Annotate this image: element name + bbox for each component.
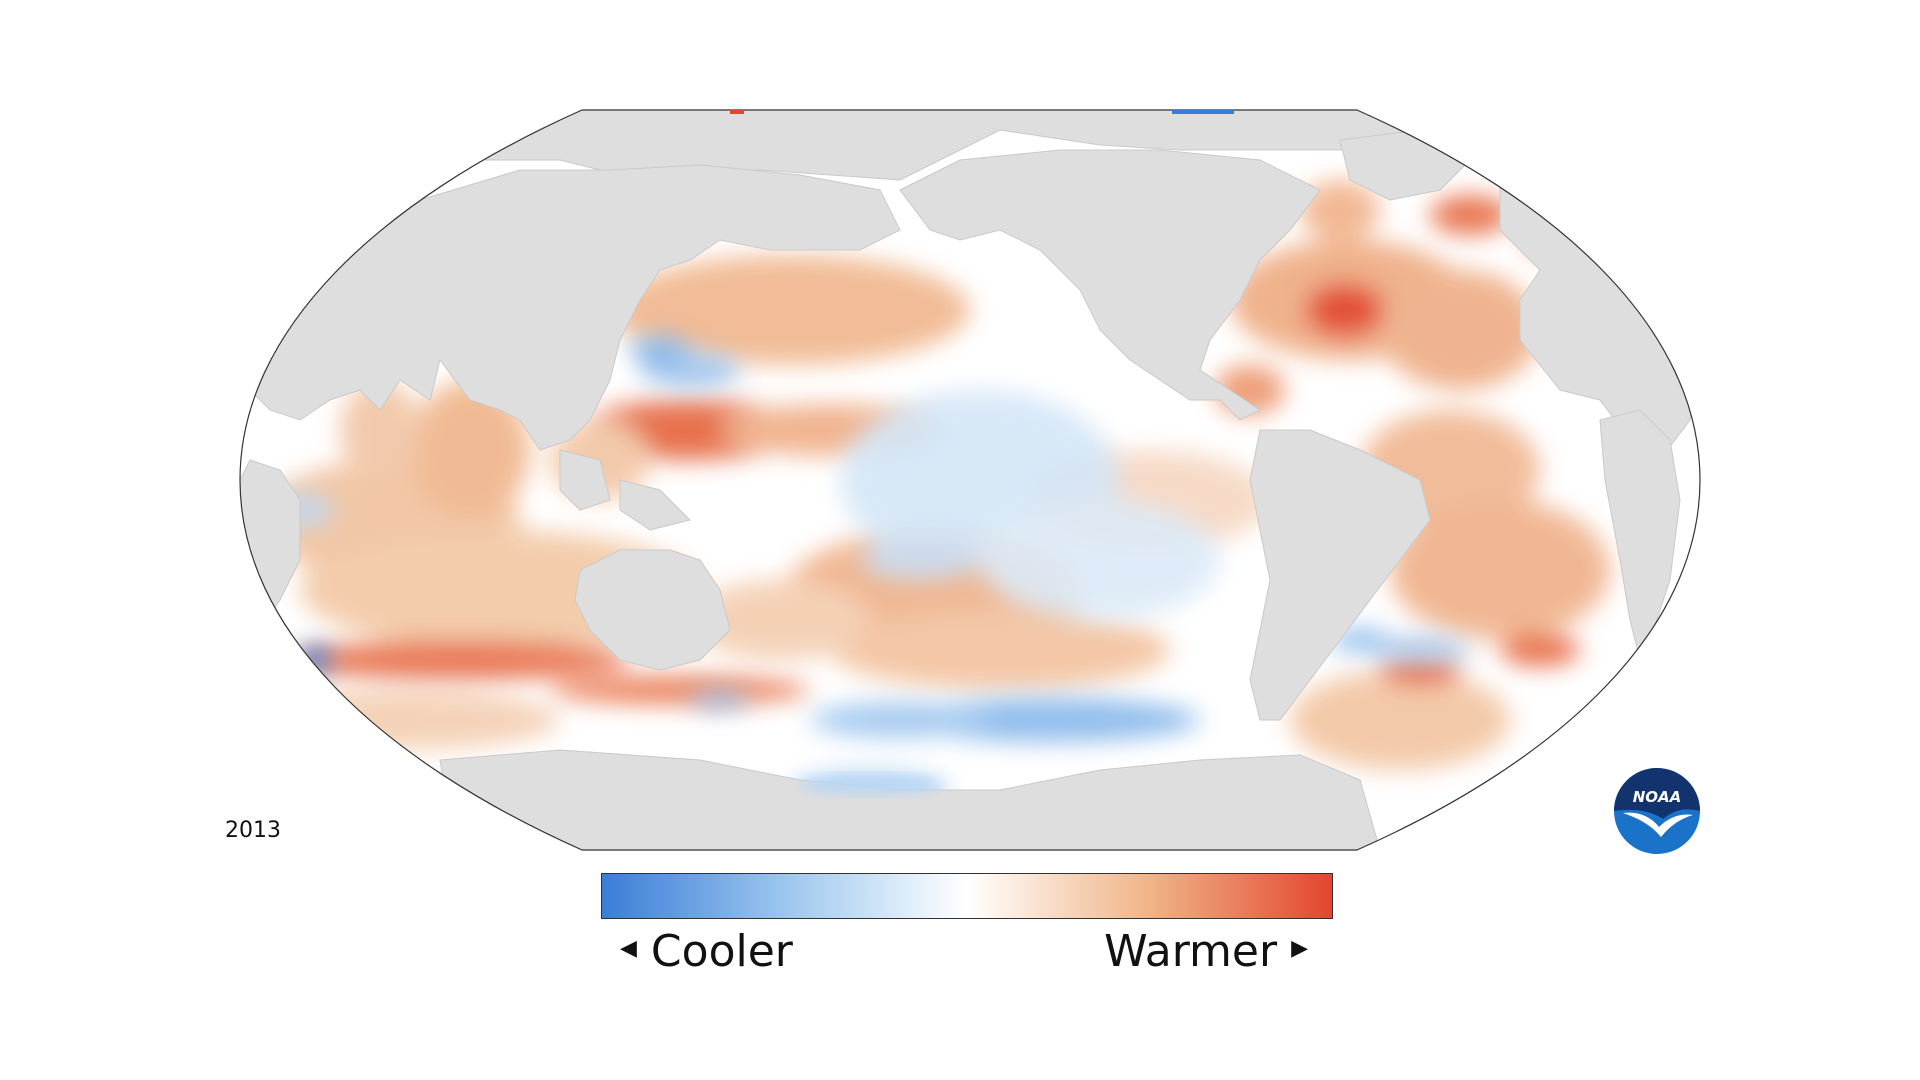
map-outline bbox=[239, 109, 1701, 851]
top-marker-warm bbox=[730, 110, 744, 114]
noaa-logo: NOAA bbox=[1614, 768, 1700, 854]
right-arrow-icon: ▶ bbox=[1291, 936, 1308, 961]
ocean-layer bbox=[240, 110, 1700, 850]
noaa-logo-text: NOAA bbox=[1633, 788, 1682, 806]
color-scale-bar bbox=[601, 873, 1333, 919]
warmer-label: Warmer bbox=[1104, 926, 1278, 977]
legend-cooler: ◀ Cooler bbox=[620, 922, 793, 984]
top-marker-cool bbox=[1172, 110, 1234, 114]
left-arrow-icon: ◀ bbox=[620, 936, 637, 961]
year-label: 2013 bbox=[225, 818, 281, 843]
legend-warmer: Warmer ▶ bbox=[1104, 922, 1308, 984]
cooler-label: Cooler bbox=[650, 926, 793, 977]
